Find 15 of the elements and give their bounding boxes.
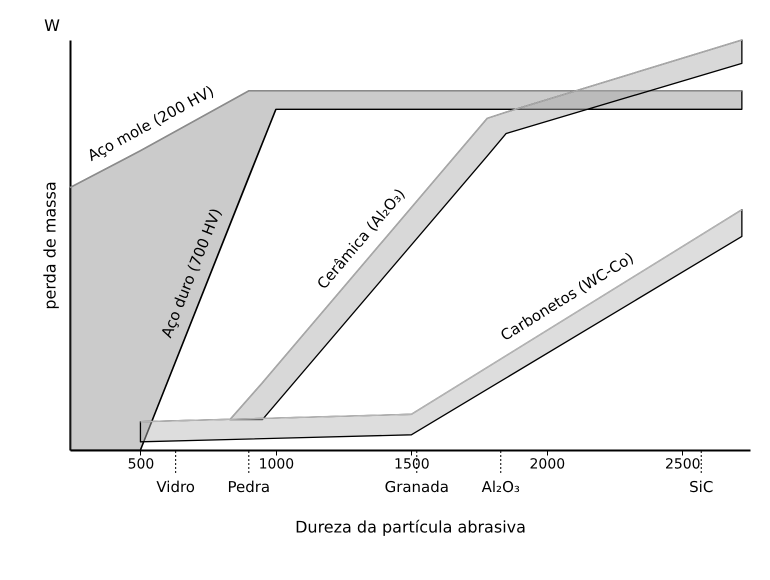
- x-tick-label: 1000: [258, 456, 294, 472]
- ref-line-label: Granada: [384, 478, 449, 496]
- ref-line-label: Vidro: [156, 478, 195, 496]
- ref-line-label: Al₂O₃: [482, 478, 520, 496]
- ref-line-label: SiC: [689, 478, 714, 496]
- x-tick-label: 500: [128, 456, 154, 472]
- x-tick-label: 2500: [664, 456, 701, 472]
- x-tick-label: 1500: [394, 456, 430, 472]
- x-tick-label: 2000: [529, 456, 566, 472]
- y-axis-title: perda de massa: [40, 181, 60, 310]
- text: Aço duro (700 HV): [158, 206, 226, 340]
- text: Aço mole (200 HV): [84, 82, 218, 165]
- ref-line-label: Pedra: [227, 478, 270, 496]
- text: W: [44, 16, 60, 35]
- x-axis-title: Dureza da partícula abrasiva: [295, 518, 526, 536]
